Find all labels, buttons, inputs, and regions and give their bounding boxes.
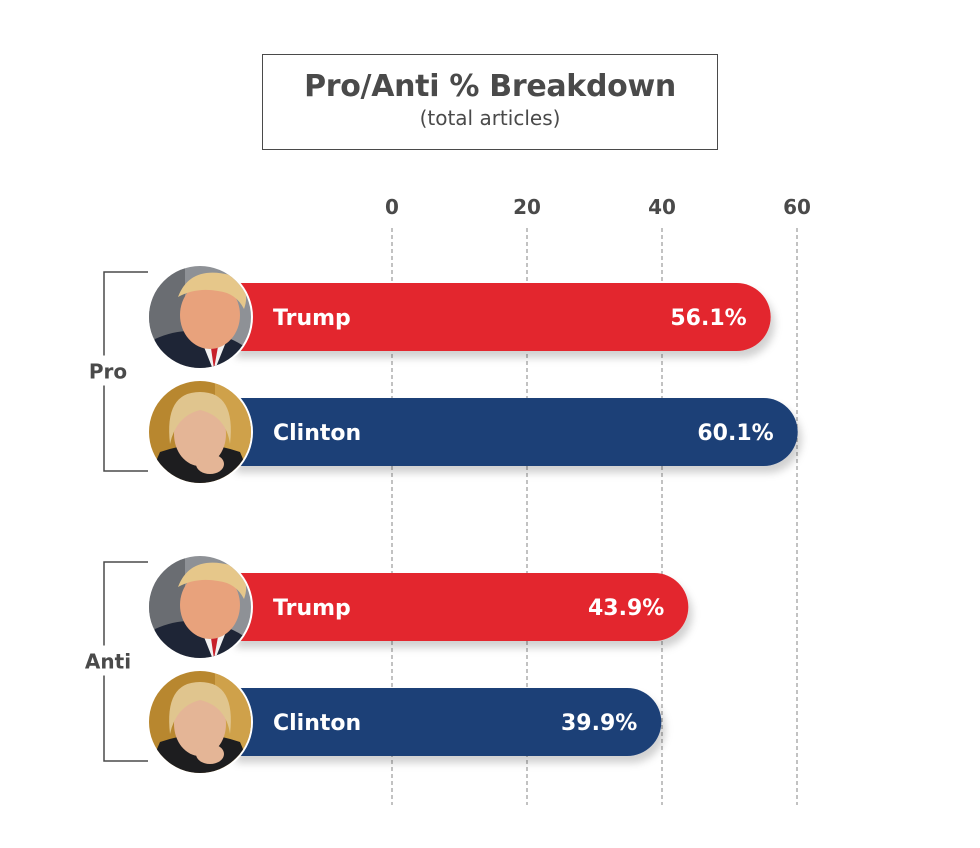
bar-anti-clinton	[232, 688, 662, 756]
clinton-photo	[147, 669, 253, 775]
group-label-anti: Anti	[85, 650, 131, 674]
chart-subtitle: (total articles)	[419, 106, 561, 130]
bar-pro-trump	[232, 283, 771, 351]
x-tick-label: 20	[513, 195, 541, 219]
trump-photo	[147, 264, 253, 370]
chart-title-box: Pro/Anti % Breakdown (total articles)	[262, 54, 718, 150]
bar-name-label: Clinton	[273, 711, 361, 736]
bar-name-label: Trump	[273, 306, 351, 331]
x-tick-label: 60	[783, 195, 811, 219]
bar-value-label: 43.9%	[588, 596, 664, 621]
clinton-photo	[147, 379, 253, 485]
x-tick-label: 0	[385, 195, 399, 219]
trump-photo	[147, 554, 253, 660]
group-label-pro: Pro	[89, 360, 127, 384]
bar-value-label: 39.9%	[561, 711, 637, 736]
group-label-bg	[80, 355, 140, 386]
chart-title: Pro/Anti % Breakdown	[304, 69, 676, 104]
bar-name-label: Clinton	[273, 421, 361, 446]
bar-anti-trump	[232, 573, 689, 641]
group-label-bg	[80, 645, 140, 676]
bar-pro-clinton	[232, 398, 798, 466]
bar-value-label: 60.1%	[697, 421, 773, 446]
bar-value-label: 56.1%	[670, 306, 746, 331]
x-tick-label: 40	[648, 195, 676, 219]
bar-name-label: Trump	[273, 596, 351, 621]
